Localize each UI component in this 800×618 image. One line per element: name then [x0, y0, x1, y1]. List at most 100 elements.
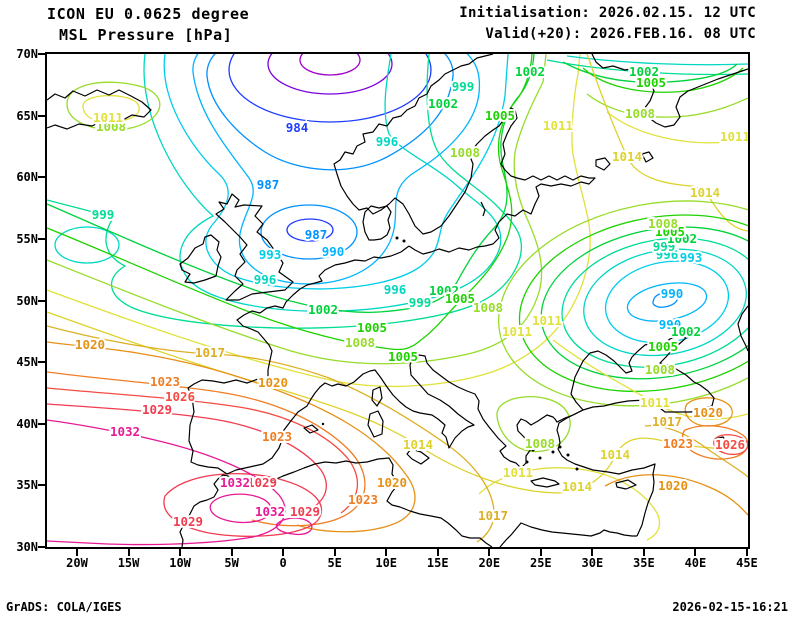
lat-tick-label: 35N: [16, 478, 38, 493]
isobar-1020: [684, 397, 733, 427]
isobar-1011: [552, 339, 748, 420]
lon-tick-label: 20E: [478, 556, 501, 570]
coastline-turkey-levant: [556, 409, 656, 537]
contour-label-1005: 1005: [388, 349, 418, 364]
island-majorca: [303, 424, 319, 434]
contour-label-1011: 1011: [503, 465, 533, 480]
lon-tick-mark: [179, 549, 182, 556]
contour-label-1005: 1005: [648, 339, 678, 354]
contour-label-1032: 1032: [255, 504, 285, 519]
isobar-993: [163, 54, 509, 290]
lat-tick-label: 65N: [16, 108, 38, 123]
isobar-layer: [47, 54, 748, 546]
island-crete: [530, 477, 560, 488]
isobar-1008: [47, 54, 547, 365]
isobar-1008: [66, 81, 161, 131]
lon-tick-mark: [436, 549, 439, 556]
contour-label-1023: 1023: [150, 374, 180, 389]
contour-label-1014: 1014: [612, 149, 642, 164]
isobar-1017: [47, 325, 495, 543]
contour-label-999: 999: [92, 207, 115, 222]
lon-tick-mark: [282, 549, 285, 556]
lon-tick-label: 0: [279, 556, 287, 570]
contour-label-1008: 1008: [648, 216, 678, 231]
contour-label-1020: 1020: [75, 337, 105, 352]
contour-label-1008: 1008: [450, 145, 480, 160]
contour-label-1029: 1029: [142, 402, 172, 417]
coastline-iceland: [47, 89, 152, 130]
isobar-1029: [47, 403, 327, 511]
contour-label-1023: 1023: [262, 429, 292, 444]
isobar-1023: [682, 425, 748, 460]
island-corsica: [371, 386, 383, 407]
isobar-1011: [82, 94, 140, 123]
isobar-1002: [47, 54, 535, 313]
lon-tick-label: 35E: [633, 556, 655, 570]
isobar-978: [299, 54, 361, 76]
lake-van: [714, 436, 728, 446]
lat-tick-mark: [38, 237, 45, 240]
contour-label-1002: 1002: [671, 324, 701, 339]
isobar-987: [206, 54, 454, 171]
contour-label-1032: 1032: [220, 475, 250, 490]
isobar-1011: [478, 467, 661, 541]
lon-tick-label: 10W: [169, 556, 191, 570]
contour-label-1008: 1008: [96, 119, 126, 134]
isobar-1020: [47, 341, 416, 533]
coastline-norway: [333, 54, 494, 205]
island-sicily: [406, 448, 430, 465]
coastline-north-africa: [179, 457, 637, 547]
contour-label-1029: 1029: [173, 514, 203, 529]
lake-ladoga: [595, 157, 611, 171]
lat-tick-mark: [38, 361, 45, 364]
isobar-1032: [209, 493, 272, 524]
lon-tick-label: 5E: [327, 556, 342, 570]
contour-label-1008: 1008: [525, 436, 555, 451]
lon-tick-mark: [230, 549, 233, 556]
contour-label-1011: 1011: [543, 118, 573, 133]
valid-time: Valid(+20): 2026.FEB.16. 08 UTC: [485, 26, 756, 42]
lat-tick-label: 40N: [16, 416, 38, 431]
lat-tick-mark: [38, 422, 45, 425]
isobar-1005: [518, 214, 748, 393]
lon-tick-label: 15E: [426, 556, 449, 570]
contour-label-1008: 1008: [645, 362, 675, 377]
contour-label-1014: 1014: [690, 185, 720, 200]
contour-label-1011: 1011: [532, 313, 562, 328]
lat-tick-mark: [38, 53, 45, 55]
isobar-999: [561, 237, 748, 368]
contour-label-999: 999: [452, 79, 475, 94]
contour-label-1002: 1002: [667, 231, 697, 246]
isobar-990: [192, 54, 481, 285]
isobar-1011: [47, 54, 591, 387]
contour-label-984: 984: [286, 120, 309, 135]
isobar-1014: [586, 54, 748, 232]
creation-timestamp: 2026-02-15-16:21: [672, 600, 788, 614]
contour-label-987: 987: [257, 177, 280, 192]
grads-credit: GrADS: COLA/IGES: [6, 600, 122, 614]
lat-tick-label: 45N: [16, 355, 38, 370]
contour-label-1020: 1020: [377, 475, 407, 490]
isobar-1008: [497, 200, 748, 407]
isobar-1008: [496, 396, 571, 453]
coastline-ireland: [179, 234, 222, 284]
lon-tick-label: 25E: [529, 556, 552, 570]
lon-tick-mark: [76, 549, 78, 556]
contour-label-1008: 1008: [473, 300, 503, 315]
coastline-kola-white-sea: [591, 54, 748, 128]
contour-label-993: 993: [259, 247, 282, 262]
isobar-1017: [644, 425, 748, 478]
contour-label-1005: 1005: [655, 224, 685, 239]
isobar-996: [143, 54, 502, 313]
contour-label-1029: 1029: [290, 504, 320, 519]
contour-label-990: 990: [322, 244, 345, 259]
lon-tick-label: 30E: [581, 556, 604, 570]
lon-tick-mark: [539, 549, 542, 556]
contour-label-1026: 1026: [165, 389, 195, 404]
coastline-great-britain: [215, 193, 294, 301]
contour-label-1008: 1008: [345, 335, 375, 350]
lat-tick-mark: [38, 114, 45, 117]
coastline-layer: [47, 54, 748, 547]
coastline-denmark: [362, 205, 392, 241]
